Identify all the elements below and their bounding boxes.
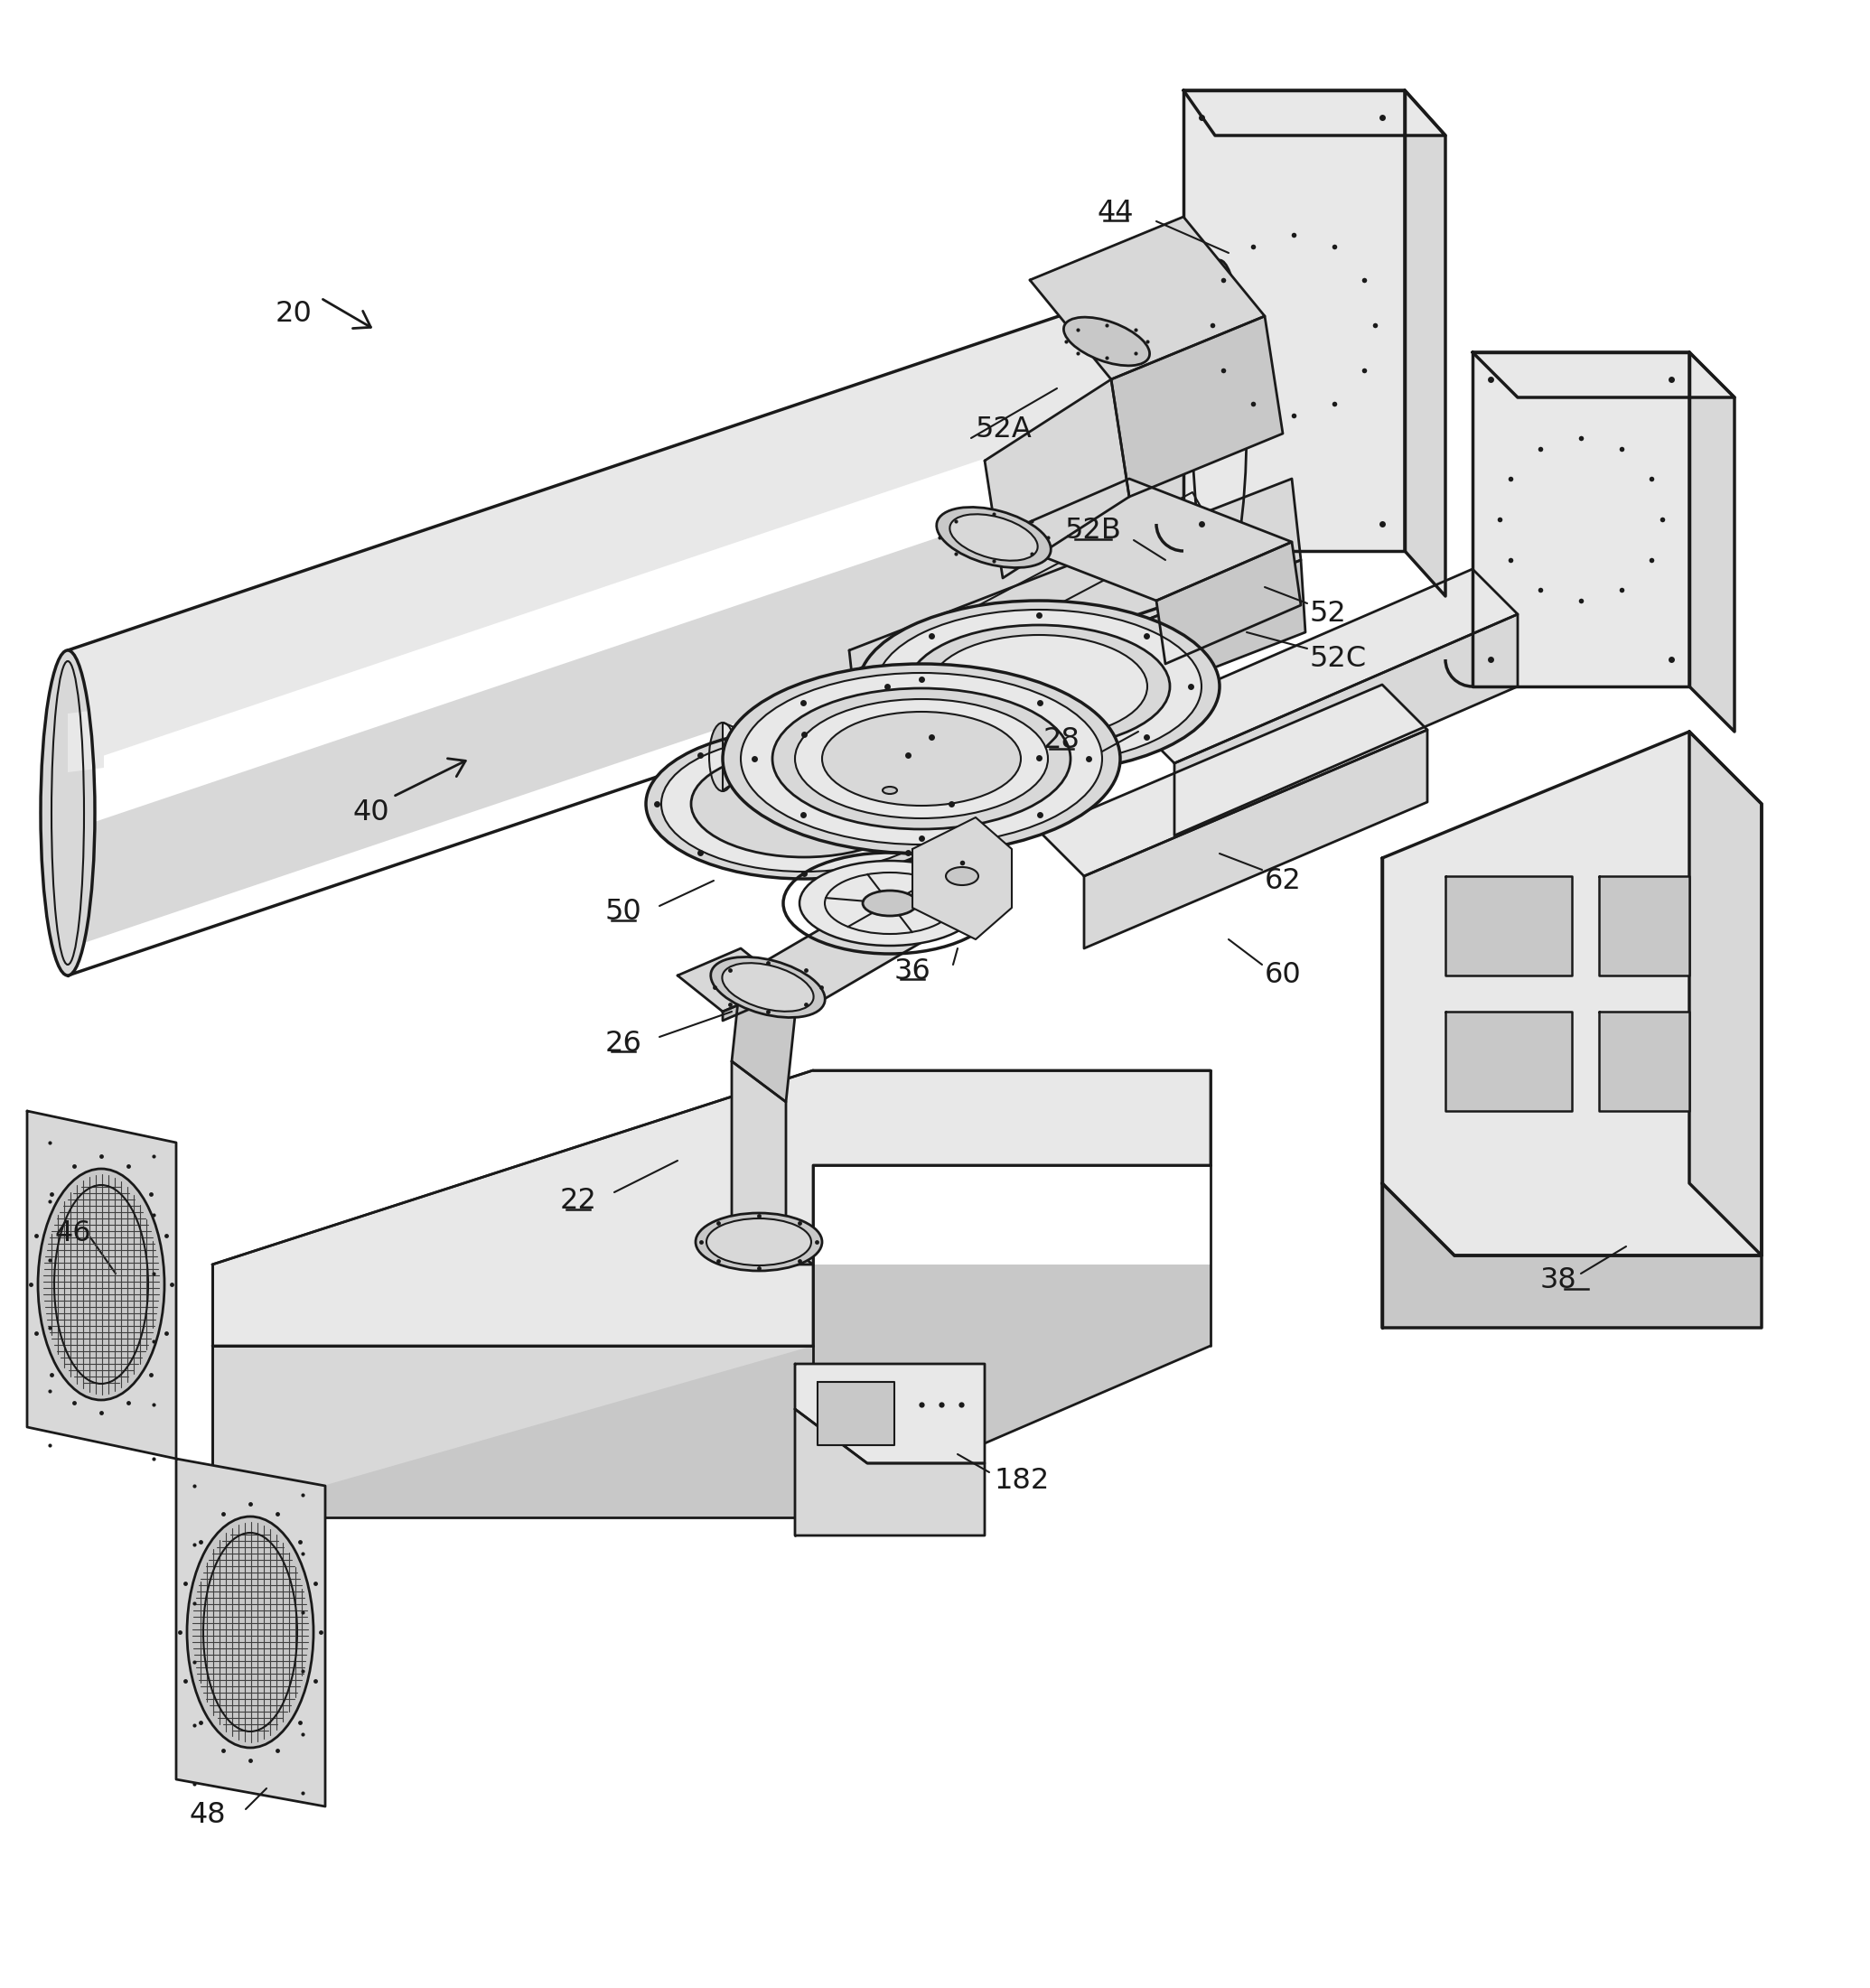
Ellipse shape <box>877 610 1202 763</box>
Ellipse shape <box>707 1219 812 1266</box>
Ellipse shape <box>692 751 916 857</box>
Ellipse shape <box>858 600 1219 771</box>
Polygon shape <box>67 849 105 916</box>
Ellipse shape <box>946 867 978 885</box>
Ellipse shape <box>795 700 1047 819</box>
Polygon shape <box>985 380 1129 579</box>
Polygon shape <box>741 881 957 1016</box>
Ellipse shape <box>37 1169 165 1400</box>
Polygon shape <box>993 479 1292 600</box>
Ellipse shape <box>862 891 916 916</box>
Text: 26: 26 <box>604 1030 641 1058</box>
Polygon shape <box>858 561 1305 803</box>
Text: 182: 182 <box>993 1467 1049 1495</box>
Polygon shape <box>176 1459 325 1807</box>
Ellipse shape <box>1064 318 1150 366</box>
Ellipse shape <box>772 688 1070 829</box>
Polygon shape <box>1184 89 1404 551</box>
Polygon shape <box>1599 877 1689 976</box>
Polygon shape <box>67 262 1219 767</box>
Ellipse shape <box>1193 260 1247 588</box>
Text: 48: 48 <box>189 1801 226 1829</box>
Text: 28: 28 <box>1043 728 1081 755</box>
Ellipse shape <box>711 956 825 1018</box>
Polygon shape <box>1446 877 1573 976</box>
Ellipse shape <box>883 787 898 793</box>
Polygon shape <box>1472 352 1689 686</box>
Polygon shape <box>1472 352 1735 398</box>
Polygon shape <box>213 1264 1210 1517</box>
Polygon shape <box>1689 352 1735 732</box>
Ellipse shape <box>937 507 1051 569</box>
Ellipse shape <box>909 624 1171 747</box>
Text: 36: 36 <box>894 956 931 984</box>
Ellipse shape <box>722 962 813 1012</box>
Polygon shape <box>1446 1012 1573 1111</box>
Polygon shape <box>731 1225 813 1264</box>
Polygon shape <box>1382 732 1762 1256</box>
Polygon shape <box>1689 732 1762 1256</box>
Polygon shape <box>795 1409 985 1535</box>
Text: 46: 46 <box>54 1219 92 1246</box>
FancyArrowPatch shape <box>324 300 370 328</box>
Ellipse shape <box>722 664 1120 853</box>
Text: 20: 20 <box>275 300 312 328</box>
Ellipse shape <box>662 736 946 871</box>
Polygon shape <box>722 722 785 791</box>
Polygon shape <box>213 1070 1210 1346</box>
Polygon shape <box>1184 89 1446 135</box>
Text: 52: 52 <box>1309 600 1346 628</box>
Text: 38: 38 <box>1539 1266 1576 1294</box>
Text: 22: 22 <box>559 1187 597 1215</box>
Polygon shape <box>1040 684 1427 877</box>
Polygon shape <box>722 984 785 1020</box>
Ellipse shape <box>41 650 95 976</box>
Polygon shape <box>817 1382 894 1445</box>
Text: 50: 50 <box>604 899 641 926</box>
Polygon shape <box>213 1346 813 1517</box>
Polygon shape <box>67 710 105 771</box>
Polygon shape <box>1111 316 1283 497</box>
Polygon shape <box>849 479 1302 732</box>
FancyArrowPatch shape <box>395 759 466 795</box>
Polygon shape <box>1599 1012 1689 1111</box>
Text: 52C: 52C <box>1309 646 1367 674</box>
Polygon shape <box>731 1062 785 1264</box>
Text: 44: 44 <box>1098 199 1133 227</box>
Polygon shape <box>213 1070 1210 1346</box>
Text: 62: 62 <box>1264 867 1302 895</box>
Polygon shape <box>1030 217 1264 380</box>
Ellipse shape <box>187 1517 314 1747</box>
Ellipse shape <box>741 672 1101 845</box>
Polygon shape <box>722 493 1210 771</box>
Ellipse shape <box>645 730 961 879</box>
Polygon shape <box>1382 1183 1762 1328</box>
Ellipse shape <box>800 861 980 946</box>
Ellipse shape <box>709 722 737 791</box>
Text: 60: 60 <box>1264 962 1302 990</box>
Polygon shape <box>795 1364 985 1463</box>
Polygon shape <box>1174 614 1518 835</box>
Polygon shape <box>731 976 795 1101</box>
Text: 52B: 52B <box>1064 517 1122 545</box>
Polygon shape <box>677 948 785 1012</box>
Polygon shape <box>67 443 1219 948</box>
Ellipse shape <box>931 634 1148 738</box>
Polygon shape <box>1404 89 1446 596</box>
Ellipse shape <box>823 712 1021 805</box>
Polygon shape <box>913 817 1012 940</box>
Ellipse shape <box>950 515 1038 561</box>
Polygon shape <box>26 1111 176 1459</box>
Text: 40: 40 <box>352 799 389 827</box>
Ellipse shape <box>696 1213 823 1270</box>
Text: 52A: 52A <box>976 415 1032 443</box>
Polygon shape <box>1129 569 1518 763</box>
Polygon shape <box>1156 543 1302 664</box>
Polygon shape <box>1085 730 1427 948</box>
